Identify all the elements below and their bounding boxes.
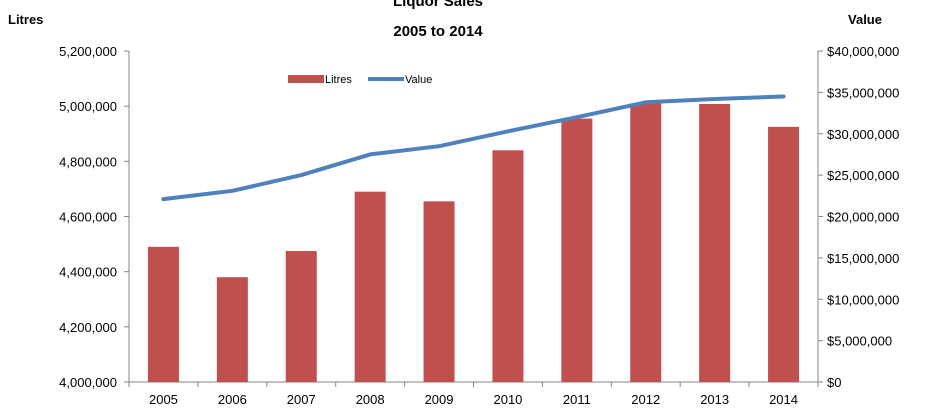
chart-title: Liquor Sales	[393, 0, 483, 10]
value-point-2012	[645, 101, 647, 103]
bar-litres-2013	[699, 103, 731, 383]
chart-subtitle: 2005 to 2014	[393, 23, 483, 40]
x-tick-label: 2008	[356, 392, 385, 407]
bar-litres-2010	[492, 150, 524, 382]
right-tick-label: $5,000,000	[827, 334, 892, 349]
left-tick-label: 5,200,000	[59, 44, 117, 59]
bar-litres-2012	[630, 103, 662, 383]
left-tick-label: 4,000,000	[59, 375, 117, 390]
right-tick-label: $25,000,000	[827, 168, 899, 183]
value-point-2005	[162, 198, 164, 200]
legend-swatch-litres	[288, 75, 324, 83]
right-tick-label: $20,000,000	[827, 210, 899, 225]
bar-series-litres	[147, 103, 800, 383]
x-tick-label: 2009	[425, 392, 454, 407]
right-axis-title: Value	[848, 12, 882, 27]
value-point-2010	[507, 130, 509, 132]
right-tick-label: $0	[827, 375, 841, 390]
left-tick-label: 4,200,000	[59, 320, 117, 335]
value-point-2006	[231, 190, 233, 192]
legend-label-litres: Litres	[325, 74, 352, 86]
bar-litres-2006	[216, 277, 248, 382]
left-tick-label: 4,400,000	[59, 265, 117, 280]
left-axis-title: Litres	[8, 12, 43, 27]
value-point-2008	[369, 153, 371, 155]
legend: Litres Value	[288, 74, 432, 86]
right-tick-label: $10,000,000	[827, 292, 899, 307]
right-tick-label: $30,000,000	[827, 127, 899, 142]
value-line	[161, 94, 786, 202]
x-tick-label: 2005	[149, 392, 178, 407]
x-tick-label: 2014	[769, 392, 798, 407]
value-point-2011	[576, 116, 578, 118]
bar-litres-2007	[285, 250, 317, 382]
x-tick-label: 2010	[493, 392, 522, 407]
legend-label-value: Value	[405, 74, 432, 86]
line-series-value	[161, 94, 786, 202]
axes: 4,000,000 4,200,000 4,400,000 4,600,000 4,80…	[59, 44, 899, 407]
bar-litres-2014	[768, 126, 800, 383]
value-point-2013	[714, 98, 716, 100]
value-point-2014	[783, 96, 785, 98]
x-tick-label: 2013	[700, 392, 729, 407]
right-tick-label: $15,000,000	[827, 251, 899, 266]
x-tick-label: 2007	[287, 392, 316, 407]
bar-litres-2009	[423, 201, 455, 382]
value-point-2007	[300, 174, 302, 176]
x-tick-label: 2006	[218, 392, 247, 407]
right-tick-label: $40,000,000	[827, 44, 899, 59]
bar-litres-2011	[561, 118, 593, 383]
right-tick-label: $35,000,000	[827, 85, 899, 100]
bar-litres-2008	[354, 191, 386, 382]
left-tick-label: 5,000,000	[59, 99, 117, 114]
value-point-2009	[438, 145, 440, 147]
x-tick-label: 2011	[563, 392, 591, 407]
bar-litres-2005	[147, 246, 179, 382]
left-tick-label: 4,800,000	[59, 154, 117, 169]
x-tick-label: 2012	[631, 392, 660, 407]
left-tick-label: 4,600,000	[59, 210, 117, 225]
